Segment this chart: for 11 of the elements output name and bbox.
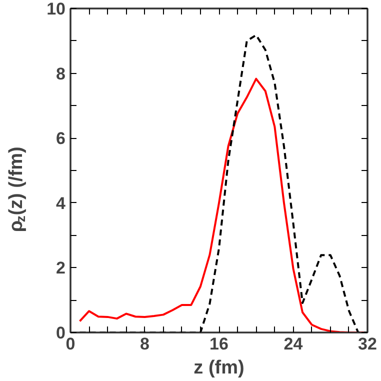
y-tick-label: 4 bbox=[56, 194, 66, 213]
y-tick-label: 10 bbox=[46, 0, 66, 18]
x-tick-label: 24 bbox=[284, 334, 304, 354]
x-tick-label: 32 bbox=[358, 334, 377, 354]
y-axis-title: ρz(z) (/fm) bbox=[6, 146, 28, 232]
y-tick-label: 6 bbox=[56, 129, 66, 148]
x-axis-title: z (fm) bbox=[194, 358, 244, 378]
x-tick-label: 16 bbox=[210, 334, 228, 354]
y-tick-label: 8 bbox=[56, 64, 66, 84]
x-tick-label: 8 bbox=[140, 334, 150, 354]
y-tick-label: 2 bbox=[56, 258, 66, 278]
